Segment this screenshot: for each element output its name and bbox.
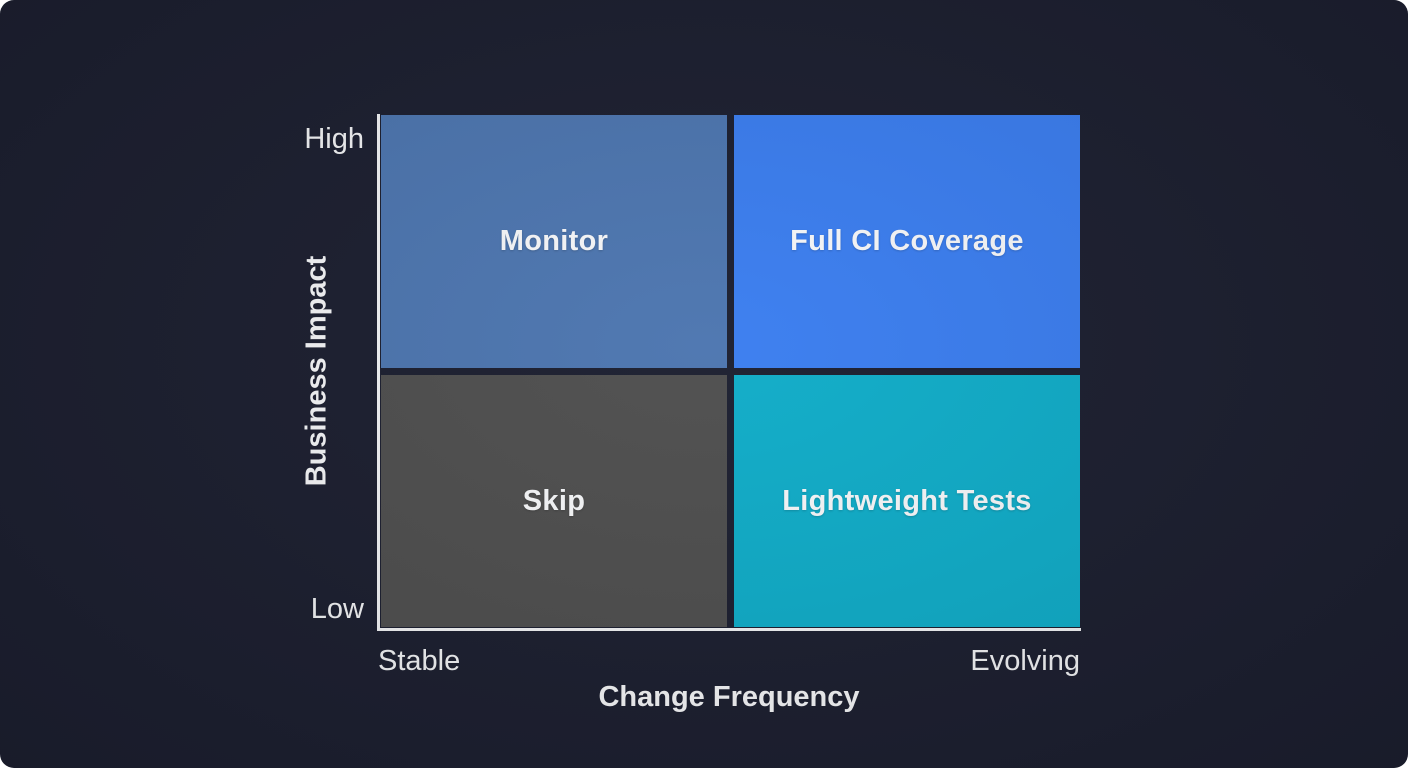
quadrant-full-ci-coverage-label: Full CI Coverage <box>790 225 1024 257</box>
y-axis-line <box>377 114 380 631</box>
y-axis-tick-low: Low <box>310 593 364 625</box>
quadrant-skip: Skip <box>381 375 727 627</box>
quadrant-lightweight-tests: Lightweight Tests <box>734 375 1080 627</box>
x-axis-tick-evolving: Evolving <box>970 645 1080 677</box>
y-axis-tick-high: High <box>304 123 364 155</box>
quadrant-lightweight-tests-label: Lightweight Tests <box>782 484 1032 517</box>
quadrant-monitor-label: Monitor <box>499 225 609 257</box>
quadrant-monitor: Monitor <box>381 115 727 368</box>
x-axis-title: Change Frequency <box>598 681 860 713</box>
quadrant-full-ci-coverage: Full CI Coverage <box>734 115 1080 368</box>
x-axis-line <box>377 628 1081 631</box>
x-axis-tick-stable: Stable <box>378 645 461 677</box>
y-axis-title: Business Impact <box>300 255 333 487</box>
quadrant-skip-label: Skip <box>522 484 586 517</box>
